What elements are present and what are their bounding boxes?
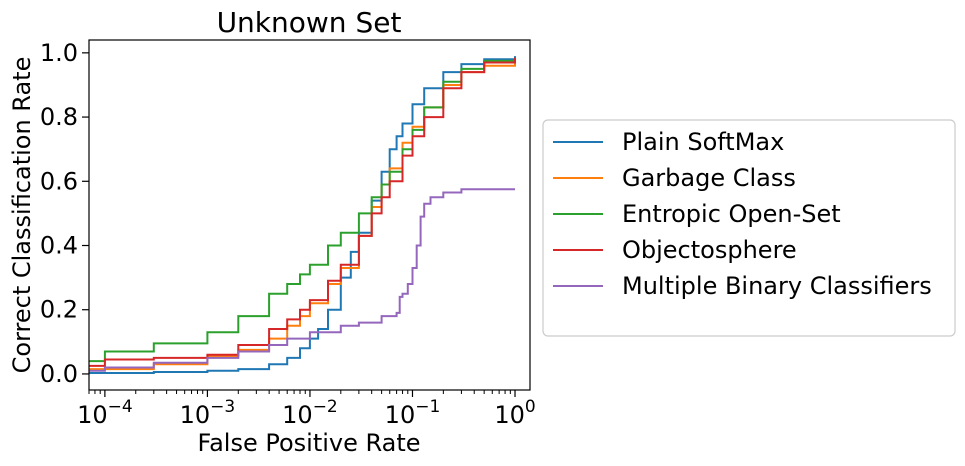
y-tick-label: 0.8 — [40, 103, 78, 131]
x-axis-label: False Positive Rate — [197, 429, 420, 457]
x-tick-label: 100 — [494, 397, 535, 429]
legend-label: Multiple Binary Classifiers — [622, 272, 932, 300]
x-tick-label: 10−2 — [282, 397, 338, 429]
y-tick-label: 0.0 — [40, 360, 78, 388]
legend-box — [542, 119, 956, 337]
series-line-5 — [89, 188, 515, 372]
y-tick-label: 1.0 — [40, 39, 78, 67]
chart-title: Unknown Set — [217, 6, 402, 39]
x-tick-label: 10−3 — [180, 397, 236, 429]
series-line-4 — [89, 57, 516, 367]
x-tick-label: 10−4 — [77, 397, 133, 429]
y-axis: 0.0 0.2 0.4 0.6 0.8 1.0 — [40, 39, 89, 388]
x-axis: 10−4 10−3 10−2 10−1 100 — [77, 390, 536, 429]
y-axis-label: Correct Classification Rate — [8, 57, 36, 374]
legend-label: Plain SoftMax — [622, 128, 784, 156]
series-line-1 — [89, 56, 516, 374]
x-tick-label: 10−1 — [385, 397, 441, 429]
legend: Plain SoftMax Garbage Class Entropic Open-… — [542, 119, 956, 337]
series-layer — [89, 56, 516, 374]
legend-label: Objectosphere — [622, 236, 797, 264]
y-tick-label: 0.4 — [40, 232, 78, 260]
y-tick-label: 0.2 — [40, 296, 78, 324]
legend-label: Entropic Open-Set — [622, 200, 841, 228]
y-tick-label: 0.6 — [40, 167, 78, 195]
legend-label: Garbage Class — [622, 164, 796, 192]
series-line-2 — [89, 62, 516, 371]
